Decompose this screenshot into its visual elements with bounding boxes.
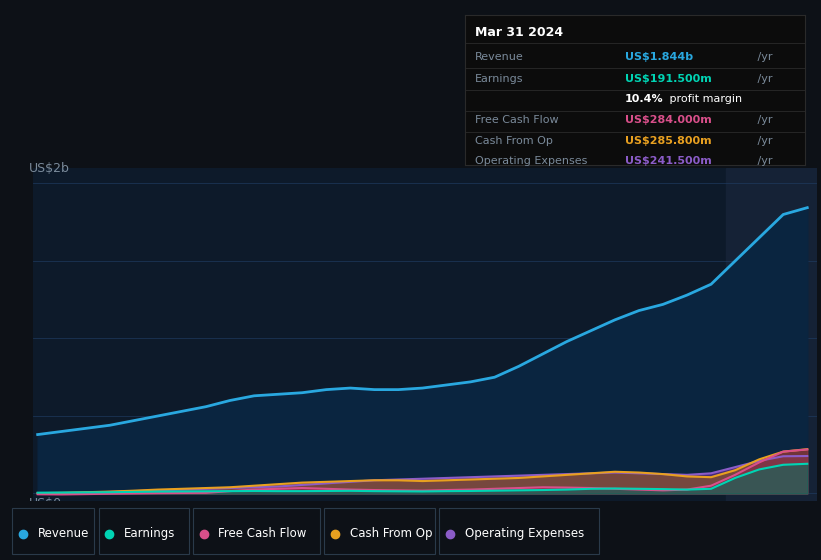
Text: Revenue: Revenue [475,52,524,62]
Text: US$284.000m: US$284.000m [625,115,712,125]
Text: Earnings: Earnings [124,527,176,540]
Bar [726,168,817,501]
Text: profit margin: profit margin [666,94,741,104]
Text: /yr: /yr [754,74,773,85]
Text: US$285.800m: US$285.800m [625,136,712,146]
Text: Mar 31 2024: Mar 31 2024 [475,26,563,40]
Text: US$191.500m: US$191.500m [625,74,712,85]
Text: Cash From Op: Cash From Op [350,527,432,540]
Text: 10.4%: 10.4% [625,94,663,104]
Text: Cash From Op: Cash From Op [475,136,553,146]
Text: /yr: /yr [754,136,773,146]
Text: /yr: /yr [754,52,773,62]
Text: /yr: /yr [754,115,773,125]
Text: Earnings: Earnings [475,74,524,85]
Text: US$2b: US$2b [29,162,70,175]
Text: Revenue: Revenue [38,527,89,540]
Text: US$1.844b: US$1.844b [625,52,693,62]
Text: Operating Expenses: Operating Expenses [475,156,588,166]
Text: Operating Expenses: Operating Expenses [465,527,584,540]
Text: Free Cash Flow: Free Cash Flow [218,527,307,540]
Text: /yr: /yr [754,156,773,166]
Text: US$0: US$0 [29,497,62,510]
Text: US$241.500m: US$241.500m [625,156,712,166]
Text: Free Cash Flow: Free Cash Flow [475,115,559,125]
